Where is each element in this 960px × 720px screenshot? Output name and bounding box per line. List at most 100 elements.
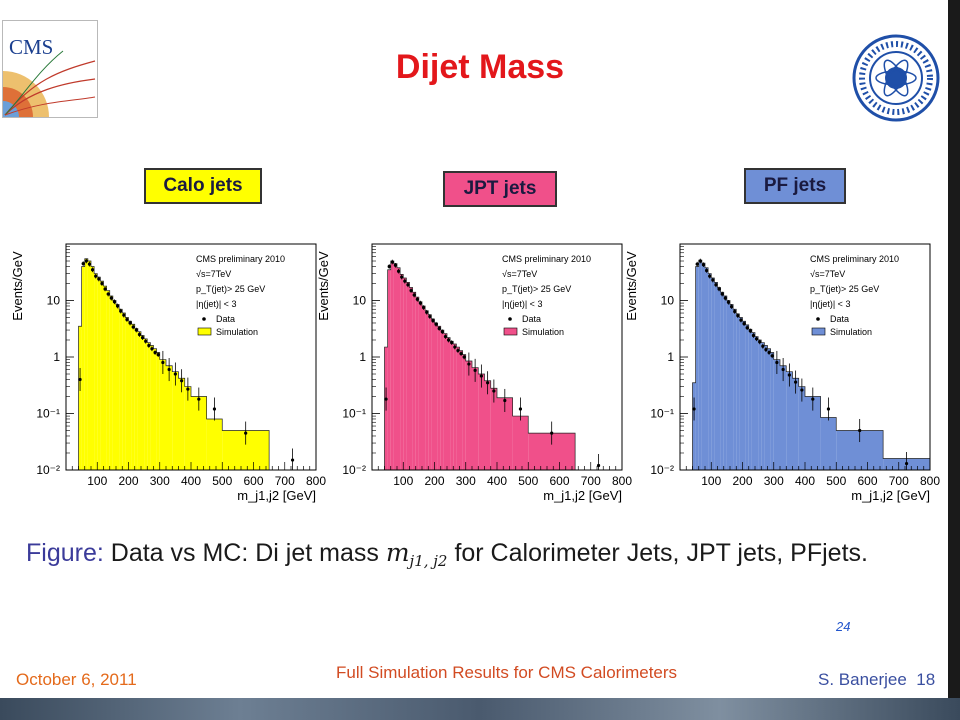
simulation-bar — [758, 339, 762, 470]
data-point — [754, 337, 759, 341]
data-point — [100, 281, 104, 286]
y-tick-label: 10 — [661, 294, 675, 308]
data-point — [106, 292, 110, 296]
data-point — [550, 431, 554, 435]
simulation-bar — [472, 367, 479, 470]
footer-date: October 6, 2011 — [16, 670, 137, 689]
y-tick-label: 1 — [53, 350, 60, 364]
legend-simulation-swatch — [197, 327, 212, 336]
simulation-bar — [91, 266, 95, 470]
legend-line: |η(jet)| < 3 — [196, 299, 236, 309]
data-point — [134, 328, 138, 332]
simulation-bar — [512, 416, 529, 470]
simulation-bar — [128, 321, 132, 470]
simulation-bar — [792, 378, 799, 470]
data-point — [415, 297, 419, 301]
simulation-bar — [462, 354, 466, 470]
data-point — [698, 259, 702, 263]
data-point — [153, 350, 157, 355]
simulation-bar — [723, 296, 727, 470]
data-point — [729, 304, 734, 309]
simulation-bar — [147, 342, 151, 470]
y-tick-label: 10⁻¹ — [342, 407, 366, 421]
simulation-outline — [692, 259, 931, 470]
simulation-bar — [751, 332, 755, 470]
data-point — [904, 461, 909, 466]
data-point — [244, 431, 248, 435]
simulation-bar — [437, 326, 441, 470]
simulation-bar — [116, 304, 120, 470]
simulation-bar — [425, 310, 429, 470]
data-point — [704, 268, 709, 273]
data-point — [486, 381, 490, 385]
data-point — [128, 321, 132, 325]
simulation-bar — [805, 396, 821, 470]
simulation-bar — [387, 269, 391, 470]
simulation-bar — [786, 371, 793, 470]
data-point — [119, 309, 123, 313]
simulation-bar — [191, 396, 207, 470]
data-point — [387, 264, 391, 269]
data-point — [443, 334, 448, 339]
data-point — [97, 277, 101, 281]
jpt-jets-label: JPT jets — [443, 171, 557, 207]
simulation-bar — [736, 313, 740, 470]
legend-data-marker — [816, 317, 820, 321]
simulation-bar — [412, 292, 416, 470]
data-point — [720, 292, 724, 296]
data-point — [692, 407, 696, 411]
institute-seal-logo — [852, 34, 940, 122]
legend-line: |η(jet)| < 3 — [502, 299, 542, 309]
legend-data-marker — [202, 317, 206, 321]
x-tick-label: 800 — [612, 474, 632, 488]
data-point — [384, 397, 388, 401]
data-point — [103, 287, 107, 291]
simulation-bar — [131, 324, 135, 470]
simulation-bar — [714, 282, 718, 470]
simulation-bar — [206, 418, 223, 470]
data-point — [811, 397, 815, 401]
data-point — [84, 259, 88, 263]
simulation-bar — [400, 274, 404, 470]
x-tick-label: 700 — [889, 474, 909, 488]
data-point — [87, 262, 92, 266]
data-point — [723, 296, 727, 300]
simulation-bar — [820, 417, 837, 470]
footer-title: Full Simulation Results for CMS Calorime… — [336, 663, 678, 682]
simulation-bar — [456, 347, 460, 470]
data-point — [479, 374, 483, 378]
simulation-bar — [125, 317, 129, 470]
cms-logo-text: CMS — [9, 35, 54, 59]
data-point — [473, 368, 477, 372]
legend-line: CMS preliminary 2010 — [810, 254, 899, 264]
simulation-bar — [490, 388, 497, 470]
simulation-bar — [705, 267, 709, 470]
simulation-bar — [695, 266, 699, 470]
legend-entry-data: Data — [830, 314, 849, 324]
simulation-bar — [166, 365, 173, 470]
simulation-bar — [708, 273, 712, 470]
simulation-bar — [141, 335, 145, 470]
legend-line: |η(jet)| < 3 — [810, 299, 850, 309]
data-point — [453, 345, 457, 349]
caption-math-var: m — [385, 538, 410, 567]
x-axis-label: m_j1,j2 [GeV] — [851, 488, 930, 503]
legend-simulation-swatch — [811, 327, 826, 336]
data-point — [122, 313, 126, 317]
data-point — [701, 263, 706, 267]
legend-line: √s=7TeV — [196, 269, 231, 279]
x-tick-label: 600 — [857, 474, 877, 488]
data-point — [390, 260, 394, 264]
simulation-bar — [434, 322, 438, 470]
x-tick-label: 300 — [150, 474, 170, 488]
legend-line: p_T(jet)> 25 GeV — [810, 284, 879, 294]
data-point — [137, 332, 142, 337]
simulation-bar — [422, 305, 426, 470]
simulation-bar — [798, 386, 805, 470]
data-point — [403, 279, 407, 283]
simulation-bar — [134, 328, 138, 470]
data-point — [764, 348, 768, 352]
data-point — [186, 387, 190, 391]
data-point — [775, 360, 779, 365]
simulation-bar — [739, 317, 743, 470]
